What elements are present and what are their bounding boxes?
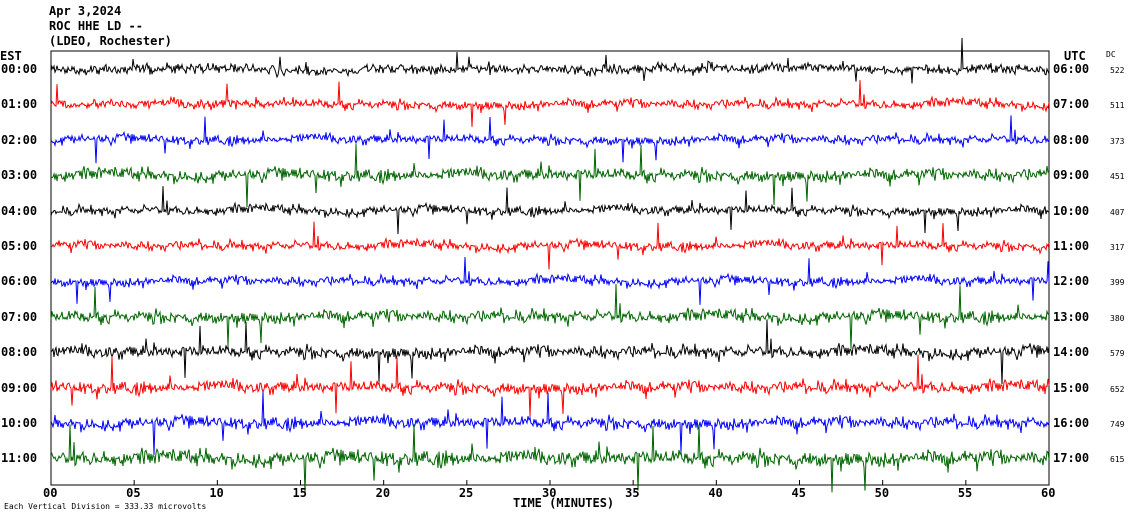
dc-value: 522 <box>1110 66 1125 75</box>
trace-line-1 <box>50 79 1050 127</box>
right-time-label: 14:00 <box>1053 345 1090 360</box>
x-tick-label: 00 <box>43 486 58 500</box>
dc-value: 749 <box>1110 420 1125 429</box>
dc-value: 407 <box>1110 207 1125 217</box>
left-time-label: 06:00 <box>1 274 38 289</box>
left-time-label: 10:00 <box>1 416 38 430</box>
dc-value: 451 <box>1110 172 1125 182</box>
left-time-label: 02:00 <box>1 132 38 147</box>
trace-line-2 <box>50 115 1050 164</box>
left-time-label: 11:00 <box>1 451 38 466</box>
right-time-label: 07:00 <box>1053 97 1090 112</box>
right-time-label: 17:00 <box>1053 451 1090 466</box>
header-station: ROC HHE LD -- <box>49 19 143 33</box>
trace-line-5 <box>50 221 1050 270</box>
dc-value: 579 <box>1110 349 1125 359</box>
trace-line-3 <box>50 143 1050 208</box>
right-time-label: 11:00 <box>1053 239 1090 253</box>
trace-line-9 <box>50 354 1050 418</box>
traces <box>50 37 1050 493</box>
x-tick-label: 40 <box>708 486 723 500</box>
dc-value: 399 <box>1110 278 1125 288</box>
x-tick-label: 55 <box>957 486 973 500</box>
dc-value: 317 <box>1110 243 1125 252</box>
x-tick-label: 05 <box>126 486 141 500</box>
header-network: (LDEO, Rochester) <box>49 34 172 48</box>
right-timezone-label: UTC <box>1064 49 1086 63</box>
left-time-label: 04:00 <box>1 203 38 218</box>
dc-value: 380 <box>1110 313 1125 323</box>
trace-line-7 <box>50 283 1050 349</box>
trace-line-10 <box>50 391 1050 455</box>
x-tick-label: 25 <box>458 486 474 500</box>
left-time-label: 03:00 <box>1 168 38 183</box>
right-time-label: 08:00 <box>1053 132 1090 147</box>
dc-value: 373 <box>1110 136 1125 146</box>
trace-line-8 <box>50 319 1050 385</box>
scale-note: Each Vertical Division = 333.33 microvol… <box>4 502 207 511</box>
dc-value: 652 <box>1110 384 1125 394</box>
x-tick-label: 35 <box>625 486 640 500</box>
left-time-label: 05:00 <box>1 239 38 253</box>
trace-line-6 <box>50 256 1050 305</box>
x-tick-label: 45 <box>791 486 806 500</box>
x-tick-label: 60 <box>1041 486 1056 500</box>
dc-header: DC <box>1106 50 1116 59</box>
right-time-label: 06:00 <box>1053 62 1090 76</box>
right-time-label: 16:00 <box>1053 416 1090 430</box>
x-tick-label: 50 <box>874 486 890 500</box>
left-time-label: 01:00 <box>1 97 38 112</box>
trace-line-11 <box>50 424 1050 493</box>
trace-line-0 <box>50 37 1050 84</box>
dc-value: 615 <box>1110 455 1125 465</box>
left-time-label: 07:00 <box>1 309 38 324</box>
x-tick-label: 20 <box>375 486 391 500</box>
left-time-label: 00:00 <box>1 62 38 76</box>
right-time-label: 10:00 <box>1053 203 1090 218</box>
left-time-label: 08:00 <box>1 345 38 360</box>
right-time-label: 13:00 <box>1053 309 1090 324</box>
left-time-label: 09:00 <box>1 380 38 395</box>
right-time-label: 12:00 <box>1053 274 1090 289</box>
x-tick-label: 30 <box>542 486 557 500</box>
x-tick-label: 10 <box>209 486 224 500</box>
trace-line-4 <box>50 186 1050 235</box>
left-timezone-label: EST <box>0 49 22 63</box>
x-axis-title: TIME (MINUTES) <box>513 496 615 510</box>
right-time-label: 15:00 <box>1053 380 1090 395</box>
right-time-label: 09:00 <box>1053 168 1090 183</box>
x-tick-label: 15 <box>292 486 307 500</box>
header-date: Apr 3,2024 <box>49 4 122 18</box>
x-ticks <box>50 480 1050 485</box>
dc-value: 511 <box>1110 101 1125 111</box>
